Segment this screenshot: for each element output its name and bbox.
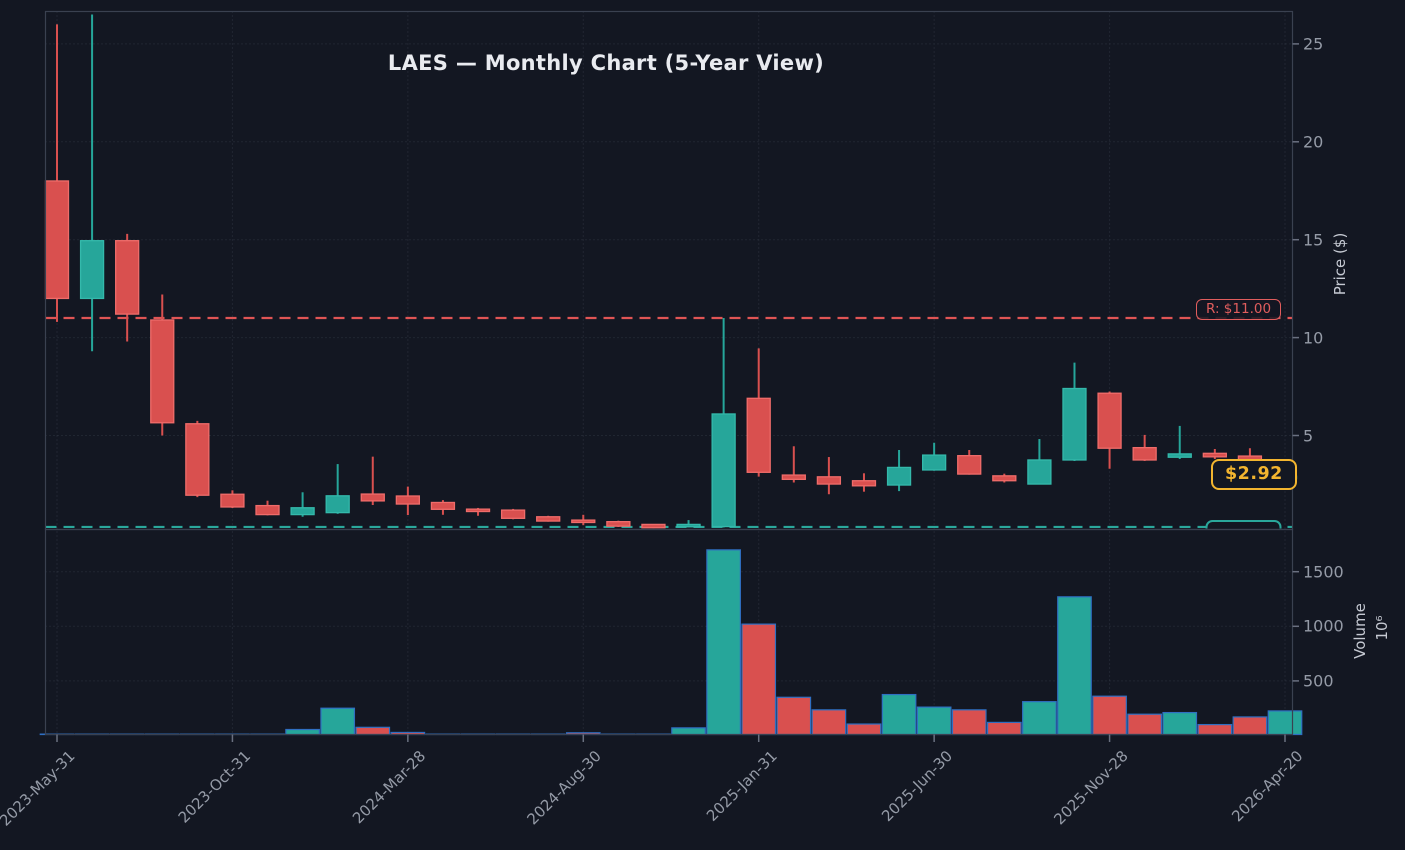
volume-bar-2025-01 xyxy=(741,623,777,736)
volume-bar-2024-11 xyxy=(671,727,706,736)
candle-body-2024-07 xyxy=(536,516,561,522)
last-price-badge: $2.92 xyxy=(1211,459,1297,490)
volume-bar-2025-11 xyxy=(1092,695,1127,736)
candle-body-2025-11 xyxy=(1097,392,1122,449)
candle-body-2025-09 xyxy=(1027,459,1052,485)
volume-bar-2025-05 xyxy=(881,693,917,736)
volume-bar-2026-03 xyxy=(1232,716,1268,736)
volume-bar-2026-01 xyxy=(1162,711,1198,736)
candle-body-2025-01 xyxy=(746,397,771,473)
candle-body-2025-06 xyxy=(921,454,947,471)
candle-body-2024-10 xyxy=(641,523,666,529)
volume-bar-2026-02 xyxy=(1197,723,1233,736)
candle-body-2026-01 xyxy=(1167,453,1192,458)
candle-body-2023-06 xyxy=(79,240,105,300)
volume-bar-2025-12 xyxy=(1127,713,1163,736)
resistance-price-label: R: $11.00 xyxy=(1196,299,1282,320)
price-tick-label: 25 xyxy=(1303,34,1324,54)
volume-bar-2024-12 xyxy=(706,549,741,736)
support-price-tag xyxy=(1205,520,1282,529)
candle-body-2024-06 xyxy=(500,509,526,519)
price-tick-label: 15 xyxy=(1303,230,1324,250)
volume-bar-2025-02 xyxy=(776,696,812,736)
volume-panel-border xyxy=(44,528,1294,736)
volume-bar-2026-04 xyxy=(1267,710,1303,736)
candle-body-2025-08 xyxy=(992,475,1017,482)
candle-body-2024-09 xyxy=(606,521,631,527)
price-tick-label: 10 xyxy=(1303,328,1324,348)
candle-body-2023-08 xyxy=(150,319,175,424)
volume-bar-2025-10 xyxy=(1057,596,1092,736)
candle-body-2024-05 xyxy=(465,508,491,513)
candle-body-2024-04 xyxy=(430,501,456,510)
candle-body-2023-11 xyxy=(255,504,280,516)
chart-title: LAES — Monthly Chart (5-Year View) xyxy=(387,51,825,75)
candle-body-2024-12 xyxy=(711,413,736,528)
volume-bar-2025-07 xyxy=(951,709,987,736)
volume-bar-2024-01 xyxy=(320,707,356,736)
volume-bar-2025-08 xyxy=(986,721,1022,736)
candle-body-2024-08 xyxy=(571,519,596,524)
candle-body-2025-10 xyxy=(1062,387,1087,461)
volume-axis-title: Volume xyxy=(1351,603,1369,659)
volume-bar-2025-06 xyxy=(916,706,952,736)
volume-bar-2025-04 xyxy=(846,723,882,736)
candle-body-2023-05 xyxy=(44,180,70,300)
candle-body-2025-04 xyxy=(851,480,877,487)
candle-body-2024-02 xyxy=(360,493,385,502)
candle-body-2025-03 xyxy=(816,476,842,485)
candle-body-2024-03 xyxy=(395,495,421,505)
price-tick-label: 5 xyxy=(1303,426,1314,445)
price-axis-title: Price ($) xyxy=(1331,232,1349,296)
candle-body-2025-12 xyxy=(1132,446,1157,461)
candle-body-2025-05 xyxy=(886,466,912,486)
volume-bar-2025-09 xyxy=(1022,701,1057,736)
candle-body-2023-09 xyxy=(185,423,210,496)
volume-tick-label: 1000 xyxy=(1303,616,1344,636)
volume-axis-unit: 10⁶ xyxy=(1373,615,1391,641)
candle-body-2025-07 xyxy=(957,455,982,475)
volume-bar-2023-12 xyxy=(285,728,320,736)
candle-body-2025-02 xyxy=(781,474,806,481)
candle-body-2026-02 xyxy=(1202,452,1227,458)
candle-body-2023-12 xyxy=(290,507,315,516)
volume-tick-label: 500 xyxy=(1303,671,1334,691)
candle-body-2024-01 xyxy=(325,495,350,514)
volume-tick-label: 1500 xyxy=(1303,562,1344,582)
candle-body-2023-10 xyxy=(220,493,245,508)
candle-body-2023-07 xyxy=(115,240,140,315)
volume-bar-2024-02 xyxy=(355,726,391,736)
price-tick-label: 20 xyxy=(1303,132,1324,152)
volume-bar-2025-03 xyxy=(811,709,847,736)
candle-body-2024-11 xyxy=(676,523,701,528)
